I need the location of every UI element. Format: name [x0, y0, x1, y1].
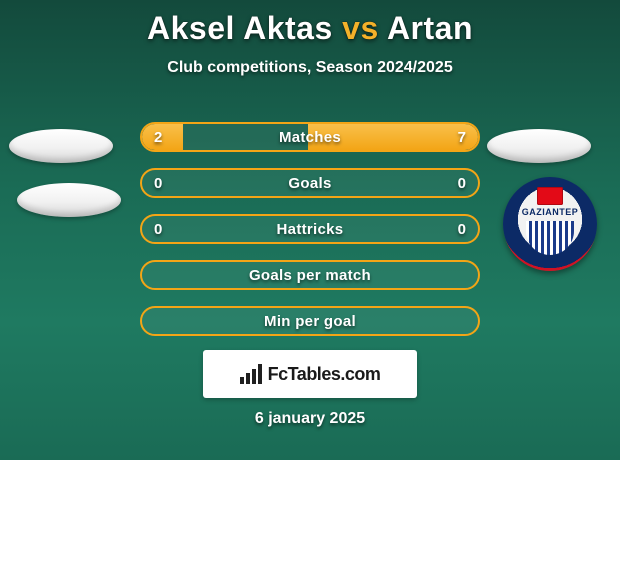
stat-value-right: 0: [458, 170, 466, 196]
comparison-bars: Matches27Goals00Hattricks00Goals per mat…: [140, 122, 480, 352]
player2-club-logo-1: [484, 118, 594, 173]
stat-value-right: 7: [458, 124, 466, 150]
player2-club-logo-2: GAZIANTEP: [500, 174, 600, 274]
stat-value-right: 0: [458, 216, 466, 242]
placeholder-oval-icon: [17, 183, 121, 217]
snapshot-date: 6 january 2025: [0, 410, 620, 428]
player1-name: Aksel Aktas: [147, 10, 333, 46]
gaziantep-badge-icon: GAZIANTEP: [503, 177, 597, 271]
player1-club-logo-2: [14, 172, 124, 227]
stat-label: Matches: [142, 124, 478, 150]
stat-row-goals: Goals0 0: [140, 168, 480, 198]
placeholder-oval-icon: [487, 129, 591, 163]
watermark: FcTables.com: [203, 350, 417, 398]
stat-label: Min per goal: [142, 308, 478, 334]
player1-club-logo-1: [6, 118, 116, 173]
stat-value-left: 0: [154, 170, 162, 196]
stat-label: Hattricks: [142, 216, 478, 242]
stat-row-goals-per-match: Goals per match: [140, 260, 480, 290]
bar-chart-icon: [240, 364, 262, 384]
stat-label: Goals per match: [142, 262, 478, 288]
badge-text: GAZIANTEP: [503, 207, 597, 217]
stat-value-left: 2: [154, 124, 162, 150]
stat-row-min-per-goal: Min per goal: [140, 306, 480, 336]
stat-row-matches: Matches2 7: [140, 122, 480, 152]
vs-separator: vs: [342, 10, 379, 46]
stat-label: Goals: [142, 170, 478, 196]
subtitle: Club competitions, Season 2024/2025: [0, 59, 620, 77]
player2-name: Artan: [387, 10, 473, 46]
placeholder-oval-icon: [9, 129, 113, 163]
watermark-text: FcTables.com: [268, 364, 381, 385]
comparison-card: Aksel Aktas vs Artan Club competitions, …: [0, 0, 620, 460]
page-title: Aksel Aktas vs Artan: [0, 0, 620, 47]
stat-row-hattricks: Hattricks0 0: [140, 214, 480, 244]
stat-value-left: 0: [154, 216, 162, 242]
